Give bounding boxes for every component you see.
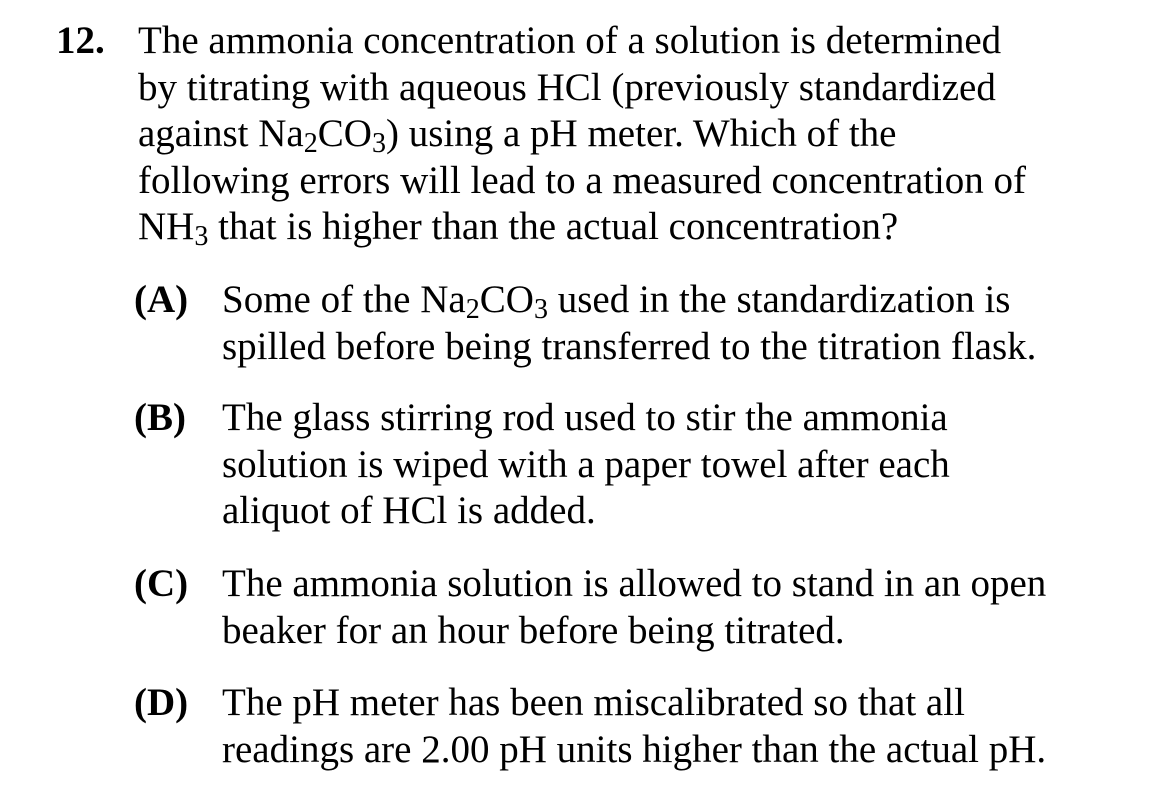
choice-line: solution is wiped with a paper towel aft… <box>222 442 950 486</box>
choice-line: The pH meter has been miscalibrated so t… <box>222 681 965 724</box>
choice-text: The ammonia solution is allowed to stand… <box>222 561 1142 654</box>
subscript: 2 <box>465 294 480 326</box>
choice-line: The ammonia solution is allowed to stand… <box>222 562 1047 605</box>
choice-letter: (A) <box>134 278 189 321</box>
choice-letter: (B) <box>134 396 186 439</box>
choice-text: The pH meter has been miscalibrated so t… <box>222 680 1142 773</box>
choice-line: Some of the Na2CO3 used in the standardi… <box>222 278 1011 326</box>
question-stem: The ammonia concentration of a solution … <box>138 18 1138 251</box>
choice-letter: (C) <box>134 562 189 605</box>
stem-line: against Na2CO3) using a pH meter. Which … <box>138 112 897 160</box>
choice-line: beaker for an hour before being titrated… <box>222 608 845 652</box>
choice-text: The glass stirring rod used to stir the … <box>222 395 1142 535</box>
choice-line: readings are 2.00 pH units higher than t… <box>222 727 1047 771</box>
choice-line: spilled before being transferred to the … <box>222 324 1037 368</box>
stem-line: NH3 that is higher than the actual conce… <box>138 205 899 253</box>
choice-line: The glass stirring rod used to stir the … <box>222 396 948 439</box>
choice-letter: (D) <box>134 681 189 724</box>
subscript: 3 <box>371 128 386 160</box>
question-number: 12. <box>56 19 105 62</box>
stem-line: following errors will lead to a measured… <box>138 158 1027 202</box>
choice-text: Some of the Na2CO3 used in the standardi… <box>222 277 1142 370</box>
subscript: 2 <box>303 128 318 160</box>
stem-line: by titrating with aqueous HCl (previousl… <box>138 65 996 109</box>
subscript: 3 <box>533 294 548 326</box>
subscript: 3 <box>194 221 209 253</box>
choice-line: aliquot of HCl is added. <box>222 489 596 532</box>
stem-line: The ammonia concentration of a solution … <box>138 19 1002 62</box>
